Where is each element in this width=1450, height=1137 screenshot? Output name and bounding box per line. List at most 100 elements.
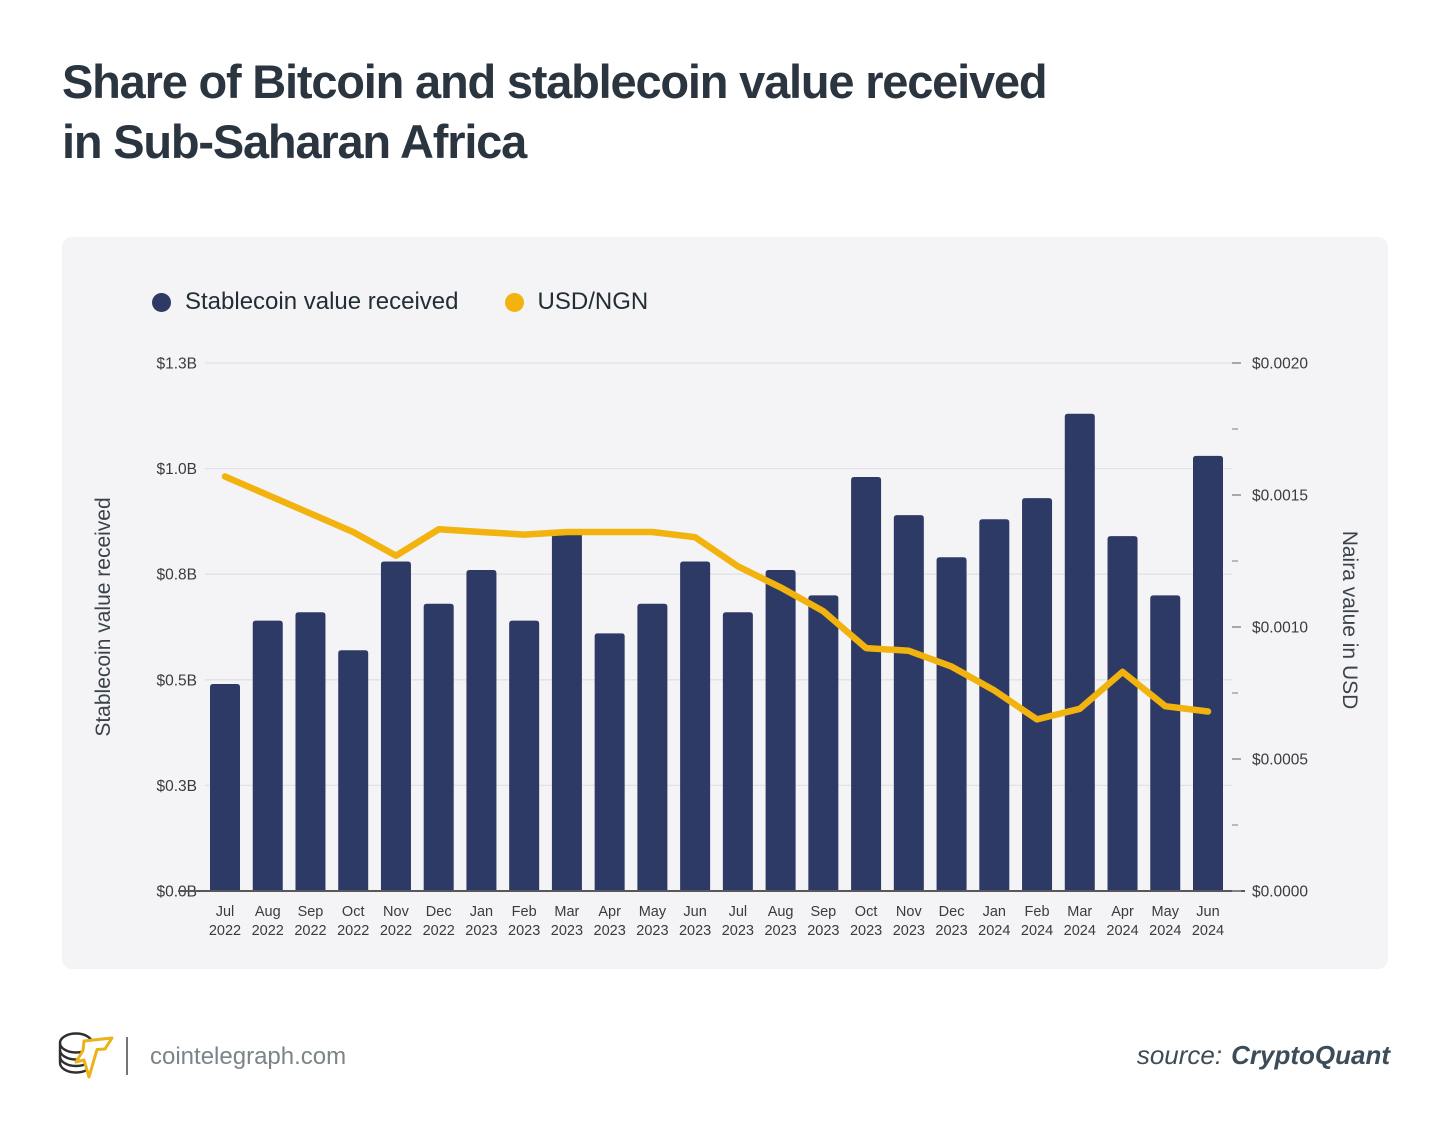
x-tick-year: 2024 xyxy=(1149,923,1181,939)
footer-divider xyxy=(126,1037,128,1075)
x-tick-year: 2022 xyxy=(209,923,241,939)
x-tick-month: Dec xyxy=(426,904,452,920)
x-tick-month: Apr xyxy=(598,904,621,920)
usd-ngn-line xyxy=(221,473,1212,723)
right-axis-tick-label: $0.0005 xyxy=(1252,752,1308,769)
x-tick-year: 2024 xyxy=(1021,923,1053,939)
x-tick-month: Jul xyxy=(216,904,235,920)
bar-jan-2023 xyxy=(466,569,497,891)
cointelegraph-logo-icon xyxy=(58,1032,114,1079)
x-tick-year: 2023 xyxy=(679,923,711,939)
x-tick-month: Mar xyxy=(554,904,579,920)
legend-dot-usdngn-icon xyxy=(504,292,524,312)
x-tick-month: Oct xyxy=(342,904,365,920)
bar-jun-2023 xyxy=(680,561,711,891)
bar-may-2024 xyxy=(1150,595,1181,891)
bar-nov-2023 xyxy=(893,515,924,891)
right-axis-tick-label: $0.0015 xyxy=(1252,488,1308,505)
x-tick-month: Apr xyxy=(1111,904,1134,920)
page-title-line1: Share of Bitcoin and stablecoin value re… xyxy=(62,55,1048,108)
legend-dot-stablecoin-icon xyxy=(152,292,171,312)
bar-apr-2024 xyxy=(1107,536,1138,891)
x-tick-year: 2024 xyxy=(1106,923,1138,939)
bar-aug-2023 xyxy=(765,569,796,891)
x-tick-month: May xyxy=(639,904,667,920)
legend-item-usdngn: USD/NGN xyxy=(504,288,649,316)
source-prefix: source: xyxy=(1136,1040,1223,1070)
legend-item-stablecoin: Stablecoin value received xyxy=(152,288,459,316)
x-tick-month: Jan xyxy=(470,904,493,920)
x-tick-month: Aug xyxy=(768,904,794,920)
right-axis-tick-label: $0.0010 xyxy=(1252,620,1308,637)
x-tick-year: 2023 xyxy=(722,923,754,939)
x-tick-month: Mar xyxy=(1067,904,1092,920)
bar-oct-2023 xyxy=(851,477,882,891)
bar-dec-2022 xyxy=(423,603,454,891)
page-title-line2: in Sub-Saharan Africa xyxy=(62,115,527,168)
x-tick-year: 2024 xyxy=(1064,923,1096,939)
x-tick-month: Feb xyxy=(1025,904,1050,920)
x-tick-year: 2023 xyxy=(850,923,882,939)
x-tick-month: Jul xyxy=(729,904,748,920)
left-axis-tick-label: $1.0B xyxy=(156,461,197,478)
x-tick-month: Sep xyxy=(298,904,324,920)
x-tick-year: 2023 xyxy=(807,923,839,939)
x-tick-year: 2023 xyxy=(465,923,497,939)
x-tick-month: Sep xyxy=(810,904,836,920)
bar-apr-2023 xyxy=(594,633,625,891)
bar-feb-2024 xyxy=(1022,498,1053,891)
bar-jan-2024 xyxy=(979,519,1010,891)
left-axis-title: Stablecoin value received xyxy=(92,497,115,737)
bar-mar-2023 xyxy=(551,531,582,891)
x-tick-year: 2022 xyxy=(380,923,412,939)
x-tick-year: 2022 xyxy=(423,923,455,939)
bar-aug-2022 xyxy=(252,620,283,891)
bar-sep-2023 xyxy=(808,595,839,891)
left-axis-tick-label: $0.3B xyxy=(156,778,197,795)
x-tick-year: 2023 xyxy=(935,923,967,939)
left-axis-tick-label: $0.5B xyxy=(156,672,197,689)
x-tick-year: 2024 xyxy=(978,923,1010,939)
x-tick-month: Jan xyxy=(983,904,1006,920)
x-tick-month: Nov xyxy=(383,904,410,920)
left-axis-tick-label: $0.8B xyxy=(156,567,197,584)
legend-label-stablecoin: Stablecoin value received xyxy=(185,288,459,315)
right-axis-title: Naira value in USD xyxy=(1338,530,1361,710)
bar-mar-2024 xyxy=(1064,413,1095,891)
x-tick-year: 2022 xyxy=(294,923,326,939)
x-tick-month: Feb xyxy=(512,904,537,920)
bar-jul-2022 xyxy=(210,684,240,891)
x-tick-month: Nov xyxy=(896,904,923,920)
x-tick-year: 2023 xyxy=(551,923,583,939)
source-credit: source: CryptoQuant xyxy=(1137,1040,1390,1071)
bar-jun-2024 xyxy=(1193,455,1223,891)
bar-sep-2022 xyxy=(295,612,326,891)
bar-dec-2023 xyxy=(936,557,967,891)
x-tick-month: Oct xyxy=(855,904,878,920)
left-axis-tick-label: $1.3B xyxy=(156,356,197,373)
bar-may-2023 xyxy=(637,603,668,891)
x-tick-month: Jun xyxy=(1196,904,1219,920)
footer-site-text: cointelegraph.com xyxy=(150,1043,347,1070)
bar-oct-2022 xyxy=(338,650,369,891)
x-tick-year: 2023 xyxy=(764,923,796,939)
x-tick-year: 2022 xyxy=(252,923,284,939)
x-tick-year: 2023 xyxy=(636,923,668,939)
bar-jul-2023 xyxy=(722,612,753,891)
x-tick-month: Dec xyxy=(939,904,965,920)
bar-feb-2023 xyxy=(509,620,540,891)
x-tick-month: Aug xyxy=(255,904,281,920)
x-tick-year: 2023 xyxy=(893,923,925,939)
x-tick-year: 2023 xyxy=(594,923,626,939)
right-axis-tick-label: $0.0020 xyxy=(1252,356,1308,373)
x-tick-year: 2023 xyxy=(508,923,540,939)
x-tick-year: 2024 xyxy=(1192,923,1224,939)
source-name: CryptoQuant xyxy=(1231,1040,1390,1070)
x-tick-year: 2022 xyxy=(337,923,369,939)
x-tick-month: May xyxy=(1152,904,1180,920)
bar-nov-2022 xyxy=(380,561,411,891)
legend-label-usdngn: USD/NGN xyxy=(537,288,649,315)
left-axis-tick-label: $0.0B xyxy=(156,884,197,901)
